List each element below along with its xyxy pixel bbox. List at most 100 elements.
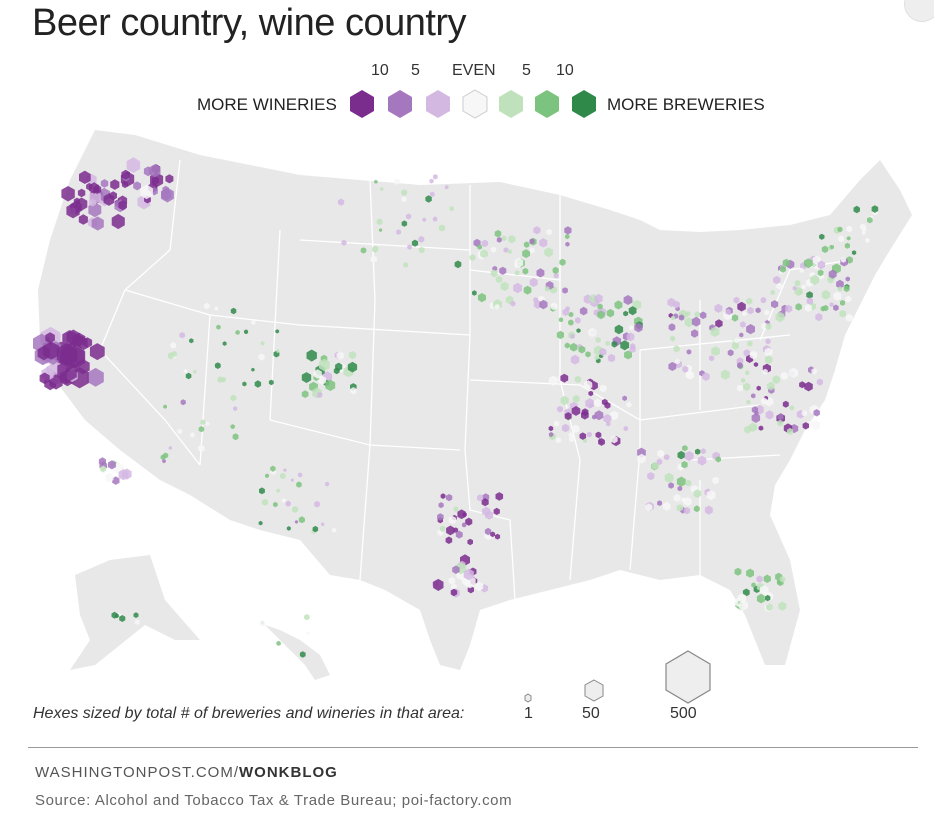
- hexbin: [572, 424, 580, 434]
- hexbin: [204, 302, 210, 310]
- hexbin: [422, 217, 427, 222]
- hexbin: [429, 178, 434, 184]
- hexbin: [845, 295, 852, 303]
- hexbin: [811, 420, 821, 431]
- credit-line[interactable]: WASHINGTONPOST.COM/WONKBLOG: [35, 764, 338, 781]
- hexbin: [668, 323, 676, 332]
- hexbin: [594, 293, 603, 304]
- hexbin: [598, 438, 605, 446]
- hexbin: [725, 308, 731, 315]
- hexbin: [673, 345, 680, 353]
- hexbin: [341, 239, 347, 246]
- hexbin: [548, 425, 554, 432]
- hexbin: [765, 410, 774, 420]
- hexbin: [586, 431, 592, 438]
- hexbin: [620, 340, 630, 351]
- hexbin: [813, 409, 820, 417]
- hexbin: [319, 358, 330, 372]
- hexbin: [179, 332, 185, 339]
- hexbin: [514, 257, 524, 268]
- hexbin: [816, 378, 823, 386]
- hexbin: [244, 329, 249, 335]
- hexbin: [595, 337, 601, 343]
- hexbin: [564, 342, 570, 349]
- hexbin: [578, 345, 586, 354]
- hexbin: [694, 311, 700, 318]
- hexbin: [568, 311, 574, 318]
- hexbin: [715, 456, 721, 463]
- hexbin: [803, 258, 813, 269]
- hexbin: [833, 304, 839, 311]
- hexbin: [251, 319, 256, 325]
- hexbin: [121, 180, 129, 189]
- hexbin: [306, 631, 310, 636]
- hexbin: [561, 423, 570, 433]
- hexbin: [657, 449, 665, 458]
- hexbin: [557, 405, 563, 413]
- hexbin: [570, 333, 575, 339]
- hexbin: [553, 420, 560, 427]
- hexbin: [762, 368, 768, 375]
- hexbin: [43, 341, 60, 360]
- hexbin: [662, 501, 671, 511]
- hexbin: [821, 290, 831, 300]
- hexbin: [453, 506, 459, 512]
- hexbin: [407, 244, 412, 250]
- hexbin: [770, 289, 775, 295]
- hexbin: [595, 431, 602, 439]
- hexbin: [739, 332, 744, 338]
- hexbin: [685, 479, 692, 487]
- hexbin: [325, 481, 330, 487]
- hexbin: [838, 235, 844, 243]
- hexbin: [93, 184, 102, 194]
- hexbin: [664, 472, 674, 483]
- hexbin: [190, 432, 195, 438]
- hexbin: [839, 309, 847, 318]
- hexbin: [581, 408, 589, 416]
- hexbin: [746, 324, 755, 335]
- hexbin: [840, 256, 846, 263]
- hexbin: [599, 384, 607, 393]
- hexbin: [828, 269, 837, 279]
- hexbin: [376, 218, 383, 226]
- hexbin: [403, 262, 409, 268]
- hexbin: [799, 381, 806, 389]
- hexbin: [628, 306, 637, 316]
- hexbin: [273, 501, 278, 508]
- hexbin: [350, 387, 357, 395]
- hexbin: [348, 351, 357, 360]
- hexbin: [88, 198, 96, 207]
- hexbin: [170, 342, 177, 349]
- hexbin: [833, 291, 842, 301]
- hexbin: [806, 297, 813, 305]
- hexbin: [731, 314, 739, 322]
- hexbin: [645, 503, 653, 512]
- hexbin: [514, 270, 520, 276]
- hexbin: [677, 450, 685, 460]
- hexbin: [193, 369, 197, 374]
- hexbin: [317, 391, 323, 398]
- legend-tick-beer-5: 5: [522, 62, 531, 79]
- hexbin: [606, 308, 615, 318]
- hexbin: [799, 267, 804, 273]
- hexbin: [121, 169, 130, 180]
- hexbin: [559, 258, 566, 266]
- hexbin: [499, 266, 507, 275]
- corner-button[interactable]: [904, 0, 934, 22]
- hexbin: [401, 220, 408, 227]
- hexbin: [251, 367, 255, 372]
- hexbin: [119, 615, 126, 622]
- hexbin: [462, 512, 467, 518]
- hexbin: [536, 268, 545, 278]
- hexbin: [370, 255, 377, 263]
- hexbin: [782, 258, 790, 267]
- hexbin: [819, 233, 825, 240]
- hexbin: [446, 525, 455, 536]
- hexbin: [693, 489, 702, 498]
- hexbin: [149, 164, 161, 178]
- hexbin: [837, 226, 843, 233]
- hexbin: [637, 453, 646, 464]
- hexbin: [474, 581, 484, 592]
- hexbin: [490, 531, 496, 538]
- footer-divider: [28, 747, 918, 748]
